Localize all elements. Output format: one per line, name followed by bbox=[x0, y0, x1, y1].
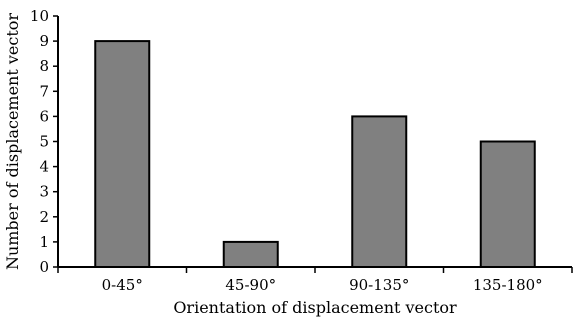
y-tick-label: 5 bbox=[39, 133, 49, 151]
y-tick-label: 7 bbox=[39, 82, 49, 100]
x-axis-ticks: 0-45° 45-90° 90-135° 135-180° bbox=[57, 267, 573, 294]
y-axis-ticks: 0 1 2 3 4 5 6 7 8 9 10 bbox=[30, 7, 58, 276]
y-tick-label: 8 bbox=[39, 57, 49, 75]
y-tick-label: 1 bbox=[39, 233, 49, 251]
y-tick-label: 3 bbox=[39, 183, 49, 201]
bar bbox=[94, 40, 151, 268]
bar bbox=[351, 115, 408, 269]
x-tick-label: 135-180° bbox=[473, 276, 543, 294]
y-tick-label: 0 bbox=[39, 258, 49, 276]
y-tick-label: 4 bbox=[39, 158, 49, 176]
x-axis-label: Orientation of displacement vector bbox=[173, 298, 457, 317]
y-tick-label: 2 bbox=[39, 208, 49, 226]
bar bbox=[479, 140, 536, 268]
x-tick-label: 45-90° bbox=[225, 276, 276, 294]
y-tick-label: 10 bbox=[30, 7, 49, 25]
x-tick-label: 90-135° bbox=[349, 276, 409, 294]
bar bbox=[222, 240, 279, 268]
bars bbox=[94, 40, 536, 269]
y-axis-label: Number of displacement vector bbox=[3, 13, 22, 270]
y-tick-label: 9 bbox=[39, 32, 49, 50]
x-tick-label: 0-45° bbox=[102, 276, 143, 294]
y-tick-label: 6 bbox=[39, 107, 49, 125]
